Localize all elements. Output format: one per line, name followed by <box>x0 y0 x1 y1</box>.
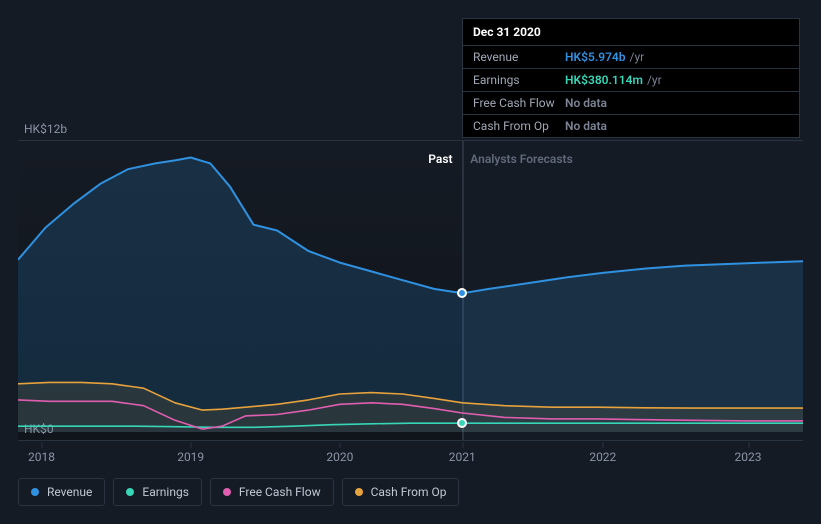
marker-earnings <box>457 418 467 428</box>
x-tick: 2022 <box>589 450 616 464</box>
tooltip-row: Free Cash FlowNo data <box>463 92 799 115</box>
legend-label: Cash From Op <box>371 485 447 499</box>
gridline-baseline <box>18 440 803 441</box>
tooltip-row-suffix: /yr <box>647 73 662 87</box>
legend-item-fcf[interactable]: Free Cash Flow <box>210 478 334 506</box>
x-axis: 2018 2019 2020 2021 2022 2023 <box>18 445 803 469</box>
chart-tooltip: Dec 31 2020 RevenueHK$5.974b/yrEarningsH… <box>462 18 800 138</box>
tooltip-rows: RevenueHK$5.974b/yrEarningsHK$380.114m/y… <box>463 46 799 137</box>
tooltip-row-label: Revenue <box>473 50 565 64</box>
legend-item-earnings[interactable]: Earnings <box>113 478 202 506</box>
x-tick: 2018 <box>28 450 55 464</box>
tooltip-row-value: HK$380.114m <box>565 73 643 87</box>
tooltip-date: Dec 31 2020 <box>463 19 799 46</box>
financials-chart: Past Analysts Forecasts HK$12b HK$0 2018… <box>0 0 821 524</box>
legend-swatch <box>31 488 39 496</box>
tooltip-row-value: HK$5.974b <box>565 50 626 64</box>
tooltip-row-label: Free Cash Flow <box>473 96 565 110</box>
tooltip-row-value: No data <box>565 96 607 110</box>
x-tick: 2020 <box>326 450 353 464</box>
chart-legend: Revenue Earnings Free Cash Flow Cash From O… <box>18 478 803 506</box>
legend-item-cfo[interactable]: Cash From Op <box>342 478 460 506</box>
tooltip-row-suffix: /yr <box>630 50 645 64</box>
tooltip-row: EarningsHK$380.114m/yr <box>463 69 799 92</box>
legend-swatch <box>126 488 134 496</box>
tooltip-row-label: Earnings <box>473 73 565 87</box>
legend-swatch <box>223 488 231 496</box>
x-tick: 2023 <box>735 450 762 464</box>
x-tick: 2021 <box>449 450 476 464</box>
tooltip-row: Cash From OpNo data <box>463 115 799 137</box>
legend-label: Revenue <box>47 485 92 499</box>
x-tick: 2019 <box>177 450 204 464</box>
marker-revenue <box>457 288 467 298</box>
legend-item-revenue[interactable]: Revenue <box>18 478 105 506</box>
legend-swatch <box>355 488 363 496</box>
tooltip-row-value: No data <box>565 119 607 133</box>
tooltip-row-label: Cash From Op <box>473 119 565 133</box>
tooltip-row: RevenueHK$5.974b/yr <box>463 46 799 69</box>
legend-label: Free Cash Flow <box>239 485 321 499</box>
legend-label: Earnings <box>142 485 189 499</box>
